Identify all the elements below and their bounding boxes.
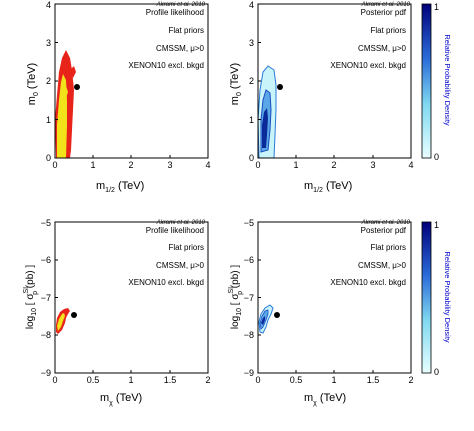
colorbar	[421, 3, 432, 159]
y-tick-label: −7	[41, 293, 51, 303]
legend-line: CMSSM, μ>0	[358, 261, 407, 270]
colorbar-tick-label: 1	[434, 220, 439, 230]
legend-line: CMSSM, μ>0	[358, 44, 407, 53]
y-tick-label: 1	[249, 115, 254, 125]
x-tick-label: 3	[167, 160, 172, 170]
x-tick-label: 1.5	[164, 375, 177, 385]
y-tick-label: 3	[46, 38, 51, 48]
y-ticks	[258, 42, 261, 120]
x-tick-label: 1	[90, 160, 95, 170]
legend-line: Flat priors	[168, 243, 204, 252]
legend-line: Profile likelihood	[146, 8, 204, 17]
y-tick-label: 2	[249, 76, 254, 86]
x-tick-label: 0	[52, 160, 57, 170]
legend-line: Flat priors	[370, 26, 406, 35]
legend-line: CMSSM, μ>0	[156, 44, 205, 53]
x-ticks	[295, 155, 374, 158]
y-tick-label: −9	[41, 368, 51, 378]
likelihood-region	[55, 50, 76, 158]
y-axis-label: log10 [ σSI p (pb) ]	[23, 265, 39, 330]
panel-profile-likelihood-m0-m12: Akrami et al. 2010 0 1 2 3 4 0 1 2 3 4 P…	[26, 0, 211, 194]
credit-text: Akrami et al. 2010	[361, 2, 411, 8]
x-ticks	[92, 155, 171, 158]
y-tick-label: −8	[244, 330, 254, 340]
x-tick-label: 1.5	[367, 375, 380, 385]
y-ticks	[55, 42, 58, 120]
legend-line: XENON10 excl. bkgd	[128, 61, 204, 70]
legend-line: Flat priors	[370, 243, 406, 252]
best-fit-point	[71, 312, 77, 318]
posterior-region	[257, 65, 277, 159]
legend-line: Posterior pdf	[361, 8, 407, 17]
x-tick-label: 0.5	[87, 375, 100, 385]
x-tick-label: 1	[293, 160, 298, 170]
colorbar-label: Relative Probability Density	[443, 34, 452, 126]
credit-text: Akrami et al. 2010	[156, 2, 206, 8]
y-ticks	[55, 259, 58, 336]
y-tick-label: −5	[41, 218, 51, 228]
y-axis-label: log10 [ σSI p (pb) ]	[228, 265, 244, 330]
legend-line: XENON10 excl. bkgd	[330, 278, 406, 287]
x-tick-label: 1	[128, 375, 133, 385]
y-tick-label: 4	[46, 0, 51, 10]
colorbar-tick-label: 0	[434, 367, 439, 377]
x-tick-label: 0	[255, 375, 260, 385]
y-tick-label: −6	[244, 255, 254, 265]
x-tick-label: 2	[408, 375, 413, 385]
best-fit-point	[74, 84, 80, 90]
x-tick-label: 4	[205, 160, 210, 170]
x-tick-label: 1	[331, 375, 336, 385]
y-tick-label: 1	[46, 115, 51, 125]
legend-line: XENON10 excl. bkgd	[330, 61, 406, 70]
credit-text: Akrami et al. 2010	[361, 220, 411, 226]
legend-line: XENON10 excl. bkgd	[128, 278, 204, 287]
credit-text: Akrami et al. 2010	[156, 220, 206, 226]
x-tick-label: 0	[255, 160, 260, 170]
colorbar-tick-label: 1	[434, 2, 439, 12]
posterior-region	[258, 304, 274, 334]
x-tick-label: 2	[331, 160, 336, 170]
legend-line: Profile likelihood	[146, 226, 204, 235]
panel-posterior-pdf-sigma-mchi: Akrami et al. 2010 0 0.5 1 1.5 2 −9 −8 −…	[228, 218, 452, 407]
legend-line: Flat priors	[168, 26, 204, 35]
colorbar	[421, 221, 432, 374]
y-ticks	[258, 259, 261, 336]
x-ticks	[92, 370, 171, 373]
x-axis-label: mχ (TeV)	[304, 392, 346, 407]
y-tick-label: 0	[249, 153, 254, 163]
likelihood-region	[56, 308, 70, 334]
panel-posterior-pdf-m0-m12: Akrami et al. 2010 0 1 2 3 4 0 1 2 3 4 P…	[229, 0, 452, 194]
y-tick-label: −8	[41, 330, 51, 340]
y-tick-label: 3	[249, 38, 254, 48]
y-tick-label: 2	[46, 76, 51, 86]
x-axis-label: m1/2 (TeV)	[304, 180, 352, 194]
y-tick-label: −5	[244, 218, 254, 228]
colorbar-label: Relative Probability Density	[443, 251, 452, 343]
x-tick-label: 0	[52, 375, 57, 385]
y-tick-label: −9	[244, 368, 254, 378]
best-fit-point	[274, 312, 280, 318]
x-tick-label: 3	[370, 160, 375, 170]
x-tick-label: 2	[205, 375, 210, 385]
y-axis-label: m0 (TeV)	[229, 63, 243, 105]
y-tick-label: 0	[46, 153, 51, 163]
y-tick-label: 4	[249, 0, 254, 10]
legend-line: CMSSM, μ>0	[156, 261, 205, 270]
y-axis-label: m0 (TeV)	[26, 63, 40, 105]
colorbar-tick-label: 0	[434, 152, 439, 162]
x-tick-label: 4	[408, 160, 413, 170]
y-tick-label: −6	[41, 255, 51, 265]
x-axis-label: mχ (TeV)	[100, 392, 142, 407]
x-tick-label: 2	[128, 160, 133, 170]
x-tick-label: 0.5	[290, 375, 303, 385]
best-fit-point	[277, 84, 283, 90]
panel-profile-likelihood-sigma-mchi: Akrami et al. 2010 0 0.5 1 1.5 2 −9 −8 −…	[23, 218, 211, 407]
x-ticks	[295, 370, 374, 373]
y-tick-label: −7	[244, 293, 254, 303]
x-axis-label: m1/2 (TeV)	[96, 180, 144, 194]
legend-line: Posterior pdf	[361, 226, 407, 235]
